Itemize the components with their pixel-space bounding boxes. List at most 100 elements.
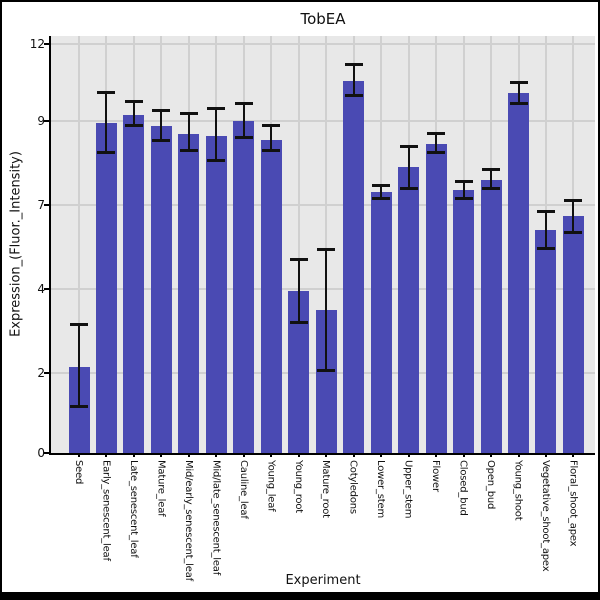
bar	[68, 366, 90, 453]
error-bar-cap	[289, 257, 308, 261]
x-tick-mark	[187, 453, 190, 457]
error-bar-cap	[179, 148, 198, 152]
error-bar-stem	[242, 103, 245, 138]
x-tick-label: Vegetative_shoot_apex	[539, 460, 551, 572]
y-axis-label: Expression_(Fluor._Intensity)	[8, 151, 24, 337]
x-axis-line	[49, 453, 595, 455]
bar	[315, 309, 337, 453]
error-bar-cap	[152, 138, 171, 142]
x-tick-mark	[407, 453, 410, 457]
error-bar-cap	[344, 63, 363, 67]
error-bar-cap	[207, 159, 226, 163]
x-tick-mark	[380, 453, 383, 457]
error-bar-stem	[462, 181, 465, 199]
x-tick-label: Floral_shoot_apex	[567, 460, 579, 547]
y-tick-label: 7	[37, 197, 45, 212]
error-bar-cap	[124, 100, 143, 104]
x-tick-label: Young_leaf	[265, 460, 277, 512]
error-bar-cap	[372, 196, 391, 200]
y-tick-mark	[44, 452, 49, 454]
bar	[562, 215, 584, 453]
error-bar-cap	[509, 101, 528, 105]
bar	[398, 167, 420, 453]
bar	[535, 229, 557, 453]
error-bar-cap	[70, 323, 88, 326]
error-bar-stem	[132, 101, 135, 126]
error-bar-stem	[572, 200, 575, 233]
error-bar-cap	[564, 231, 583, 235]
error-bar-cap	[70, 405, 88, 409]
x-tick-label: Mature_root	[320, 460, 332, 518]
bar	[480, 179, 502, 453]
error-bar-stem	[187, 113, 190, 151]
x-tick-label: Mid/early_senescent_leaf	[182, 460, 194, 581]
error-bar-stem	[78, 324, 80, 407]
error-bar-stem	[490, 169, 493, 188]
x-tick-label: Mature_leaf	[155, 460, 167, 517]
x-tick-mark	[160, 453, 163, 457]
y-axis-line	[49, 36, 51, 453]
x-tick-label: Mid/late_senescent_leaf	[210, 460, 222, 576]
x-tick-mark	[544, 453, 547, 457]
x-tick-mark	[78, 453, 80, 457]
error-bar-cap	[207, 106, 226, 110]
bar	[343, 81, 365, 453]
error-bar-cap	[317, 247, 336, 251]
error-bar-stem	[407, 146, 410, 188]
bar	[205, 135, 227, 453]
x-tick-mark	[105, 453, 108, 457]
error-bar-cap	[262, 123, 281, 127]
plot-panel	[49, 36, 595, 455]
x-tick-mark	[242, 453, 245, 457]
bar	[370, 192, 392, 453]
x-tick-label: Lower_stem	[375, 460, 387, 518]
error-bar-stem	[297, 259, 300, 323]
error-bar-stem	[352, 64, 355, 96]
bar	[123, 114, 145, 453]
y-tick-label: 12	[29, 36, 45, 51]
bar	[508, 92, 530, 453]
error-bar-cap	[482, 186, 501, 190]
error-bar-cap	[454, 196, 473, 200]
x-tick-label: Early_senescent_leaf	[100, 460, 112, 561]
x-tick-mark	[297, 453, 300, 457]
gridline-vertical	[78, 36, 80, 453]
x-tick-label: Young_shoot	[512, 460, 524, 521]
x-tick-mark	[462, 453, 465, 457]
x-tick-label: Young_root	[292, 460, 304, 513]
bar	[233, 121, 255, 453]
error-bar-cap	[317, 369, 336, 373]
error-bar-stem	[517, 82, 520, 104]
error-bar-cap	[399, 144, 418, 148]
error-bar-cap	[482, 167, 501, 171]
error-bar-cap	[509, 81, 528, 85]
error-bar-stem	[215, 108, 218, 161]
error-bar-stem	[380, 185, 383, 199]
y-tick-label: 9	[37, 114, 45, 129]
bar	[288, 290, 310, 453]
y-tick-label: 0	[37, 446, 45, 460]
error-bar-cap	[372, 184, 391, 188]
bar	[425, 144, 447, 453]
error-bar-cap	[427, 151, 446, 155]
error-bar-stem	[544, 211, 547, 249]
y-tick-mark	[44, 287, 49, 290]
bar	[260, 140, 282, 453]
error-bar-cap	[564, 199, 583, 202]
x-tick-label: Cotyledons	[347, 460, 359, 514]
error-bar-stem	[325, 249, 328, 371]
y-tick-mark	[44, 371, 49, 374]
x-tick-label: Closed_bud	[457, 460, 469, 516]
gridline-horizontal	[51, 42, 595, 45]
gridline-horizontal	[51, 287, 595, 290]
y-tick-mark	[44, 42, 49, 45]
x-tick-label: Flower	[430, 460, 442, 492]
bottom-bar	[2, 592, 598, 598]
bar	[178, 133, 200, 453]
error-bar-cap	[234, 136, 253, 140]
x-tick-mark	[132, 453, 135, 457]
error-bar-cap	[124, 123, 143, 127]
x-tick-mark	[270, 453, 273, 457]
x-tick-label: Open_bud	[485, 460, 497, 510]
